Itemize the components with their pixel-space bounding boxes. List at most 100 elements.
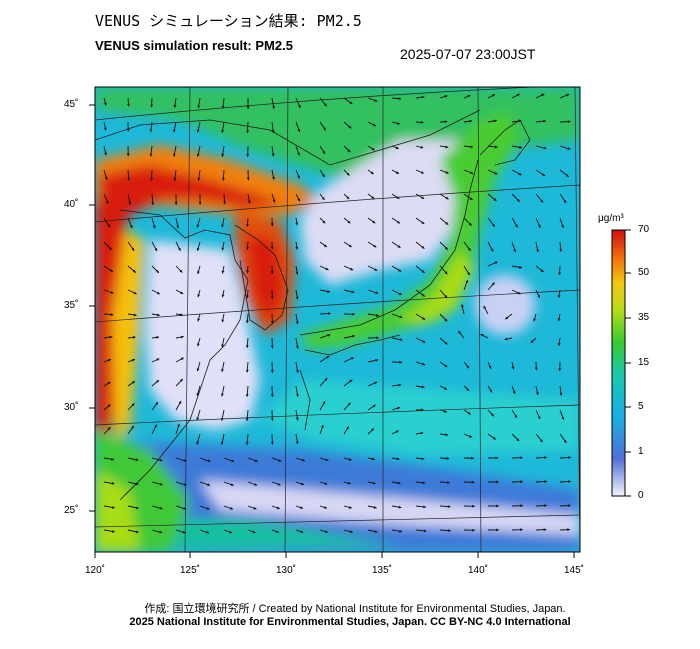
wind-arrow-head (221, 224, 225, 228)
wind-arrow-head (159, 530, 163, 534)
wind-arrow-head (320, 424, 324, 428)
wind-arrow-head (443, 409, 447, 413)
colorbar-tick-0: 0 (638, 490, 644, 501)
wind-arrow-head (374, 530, 378, 533)
wind-arrow-head (206, 507, 210, 510)
wind-arrow-head (348, 125, 352, 129)
wind-arrow-head (563, 199, 567, 203)
wind-arrow-head (514, 414, 517, 418)
wind-arrow-head (180, 291, 184, 294)
wind-arrow-head (461, 304, 464, 308)
wind-arrow-head (376, 313, 379, 317)
concentration-field (95, 87, 580, 552)
wind-arrow-head (567, 504, 571, 508)
wind-arrow-head (557, 318, 561, 321)
wind-arrow-head (154, 424, 157, 428)
wind-arrow-head (196, 129, 200, 133)
wind-arrow-head (520, 528, 523, 532)
wind-arrow-head (566, 93, 570, 97)
wind-arrow-head (297, 152, 300, 156)
wind-arrow-head (557, 343, 561, 346)
wind-arrow-head (544, 480, 547, 484)
wind-arrow-head (126, 153, 130, 157)
lat-label-25: 25˚ (64, 505, 79, 516)
title-japanese: VENUS シミュレーション結果: PM2.5 (95, 12, 362, 30)
wind-arrow-head (197, 318, 200, 322)
wind-arrow-head (375, 358, 379, 362)
wind-arrow-head (155, 402, 158, 406)
wind-arrow-head (297, 175, 300, 179)
wind-arrow-head (373, 244, 377, 248)
wind-arrow-head (422, 339, 426, 343)
wind-arrow-head (519, 456, 523, 460)
wind-arrow-head (543, 146, 547, 150)
wind-arrow-head (488, 365, 492, 369)
wind-arrow-head (495, 456, 499, 460)
wind-arrow-head (197, 178, 201, 181)
wind-arrow-head (245, 369, 249, 373)
wind-arrow-head (132, 269, 136, 273)
wind-arrow-head (295, 345, 299, 349)
wind-arrow-head (421, 385, 425, 389)
wind-arrow-head (568, 456, 571, 460)
wind-arrow-head (491, 282, 495, 286)
wind-arrow-head (156, 313, 160, 317)
wind-arrow-head (326, 355, 330, 359)
wind-arrow-head (422, 317, 426, 320)
wind-arrow-head (516, 438, 520, 442)
wind-arrow-head (567, 147, 571, 150)
wind-arrow-head (489, 389, 493, 393)
wind-arrow-head (444, 95, 448, 98)
wind-arrow-head (220, 393, 224, 397)
lat-label-45: 45˚ (64, 99, 79, 110)
wind-arrow-head (129, 225, 133, 229)
wind-arrow-head (172, 153, 176, 157)
wind-arrow-head (513, 249, 516, 253)
wind-arrow-head (350, 357, 354, 360)
wind-arrow-head (490, 248, 494, 252)
wind-arrow-head (444, 341, 448, 345)
wind-arrow-head (159, 506, 163, 510)
wind-arrow-head (347, 481, 351, 485)
wind-arrow-head (467, 94, 471, 98)
wind-arrow-head (156, 358, 160, 362)
wind-arrow-head (247, 200, 251, 204)
wind-arrow-head (254, 459, 258, 463)
wind-arrow-head (297, 198, 300, 202)
wind-arrow-head (534, 367, 538, 371)
wind-arrow-head (271, 129, 275, 133)
wind-arrow-head (177, 247, 181, 251)
wind-arrow-head (173, 178, 177, 181)
wind-arrow-head (245, 394, 249, 397)
wind-arrow-head (323, 103, 327, 107)
wind-arrow-head (246, 177, 250, 181)
wind-arrow-head (494, 145, 498, 149)
wind-arrow-head (270, 441, 274, 445)
wind-arrow-head (221, 129, 225, 133)
wind-arrow-head (396, 220, 400, 224)
wind-arrow-head (325, 267, 329, 271)
wind-arrow-head (253, 506, 257, 510)
wind-arrow-head (196, 224, 200, 228)
wind-arrow-head (322, 150, 326, 154)
wind-arrow-head (300, 530, 304, 533)
wind-arrow-head (496, 480, 499, 484)
wind-arrow-head (420, 145, 424, 149)
wind-arrow-head (346, 172, 350, 176)
wind-arrow-head (150, 104, 154, 108)
wind-arrow-head (154, 248, 158, 252)
wind-arrow-head (246, 130, 250, 133)
wind-arrow-head (469, 119, 473, 123)
wind-arrow-head (156, 335, 160, 339)
wind-arrow-head (395, 171, 399, 174)
wind-arrow-head (494, 261, 498, 265)
wind-arrow-head (110, 291, 114, 294)
wind-arrow-head (559, 249, 563, 252)
wind-arrow-head (445, 145, 449, 149)
wind-arrow-head (220, 441, 224, 445)
wind-arrow-head (516, 93, 520, 97)
wind-arrow-head (229, 530, 233, 534)
wind-arrow-head (196, 153, 200, 157)
wind-arrow-head (151, 202, 155, 205)
wind-arrow-head (371, 196, 375, 199)
